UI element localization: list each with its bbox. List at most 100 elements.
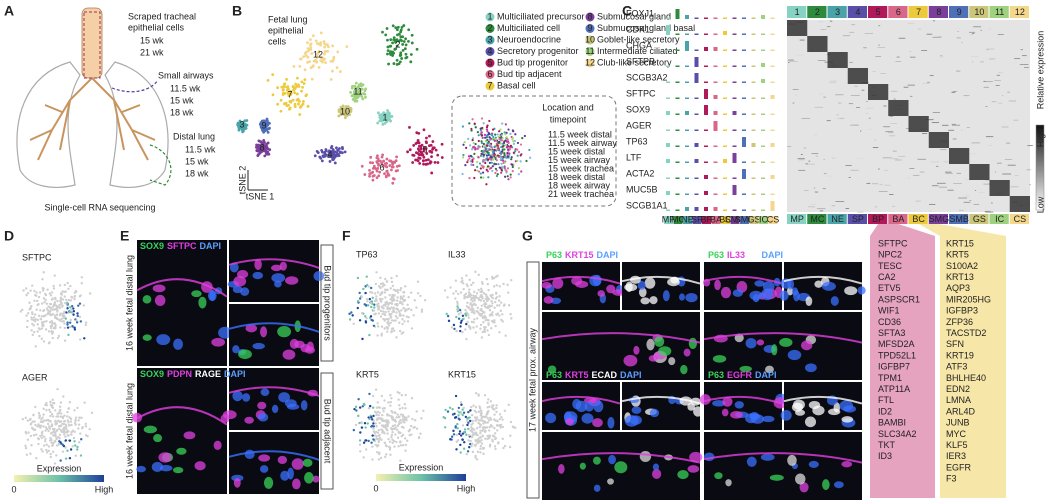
cell-dot [86,435,88,437]
cell-dot [58,437,60,439]
cell-dot [518,173,520,175]
cell-dot [67,326,69,328]
cell-dot [26,320,28,322]
cell-dot [372,319,374,321]
heatmap-noise [894,99,896,100]
cell-dot [397,26,400,29]
cell-dot [516,149,518,151]
cell-dot [390,397,392,399]
cluster-number: 4 [327,149,332,159]
cell-dot [368,407,370,409]
cell-dot [458,318,460,320]
cell-dot [509,148,511,150]
cell-dot [392,327,394,329]
cell-dot [45,320,47,322]
cell-dot [33,434,35,436]
heatmap-noise [952,124,956,125]
cell-dot [487,283,489,285]
cell-dot [481,117,483,119]
nucleus [632,406,642,413]
nucleus [614,461,627,473]
cell-dot [75,291,77,293]
cell-dot [38,315,40,317]
cell-dot [496,424,498,426]
cell-dot [393,440,395,442]
cell-dot [65,457,67,459]
cell-dot [60,401,62,403]
cell-dot [478,411,480,413]
stain: RAGE [195,369,221,379]
heatmap-noise [1005,159,1012,160]
cell-dot [410,53,413,56]
cell-dot [85,321,87,323]
cell-dot [480,410,482,412]
heatmap-noise [893,151,897,152]
cell-dot [376,407,378,409]
cell-dot [498,295,500,297]
heatmap-noise [1008,165,1016,166]
cell-dot [474,123,476,125]
cell-dot [37,437,39,439]
cell-dot [469,420,471,422]
cell-dot [487,289,489,291]
cell-dot [456,423,458,425]
cell-dot [399,419,401,421]
cell-dot [36,330,38,332]
heatmap-noise [891,91,897,92]
heatmap-noise [874,140,876,141]
cluster-number: 2 [815,7,820,17]
cell-dot [321,151,324,154]
cell-dot [42,289,44,291]
cell-dot [488,136,490,138]
cell-dot [375,283,377,285]
cell-dot [391,161,394,164]
cell-dot [335,146,338,149]
cell-dot [52,399,54,401]
heatmap-noise [972,33,974,34]
cell-dot [417,281,419,283]
heatmap-noise [815,107,823,108]
heatmap-noise [953,183,962,184]
nucleus [841,461,852,467]
legend-label: Neuroendocrine [497,34,561,44]
cell-dot [384,165,387,168]
cell-dot [376,438,378,440]
cell-dot [382,410,384,412]
cell-dot [350,108,353,111]
heatmap-noise [948,190,954,191]
cell-dot [350,311,352,313]
cell-dot [472,451,474,453]
gene-label: CHGA [626,40,652,50]
gene-label: SFTPC [626,88,656,98]
cell-dot [409,148,412,151]
cell-dot [378,429,380,431]
cell-dot [399,408,401,410]
gene-label: MUC5B [626,184,658,194]
cluster-abbrev: BP [872,214,884,224]
cell-dot [461,331,463,333]
legend-number: 11 [585,46,594,56]
cell-dot [500,426,502,428]
title: epithelial [268,25,304,35]
cell-dot [506,284,508,286]
cell-dot [425,163,428,166]
heatmap-noise [860,131,861,132]
gene-name: TPM1 [878,373,902,383]
cell-dot [422,156,425,159]
cell-dot [288,108,291,111]
heatmap-noise [823,188,826,189]
cell-dot [494,432,496,434]
cell-dot [39,318,41,320]
cell-dot [474,416,476,418]
cell-dot [428,144,431,147]
heatmap-noise [909,51,911,52]
cell-dot [39,291,41,293]
cell-dot [483,160,485,162]
cell-dot [75,417,77,419]
cell-dot [393,299,395,301]
cell-dot [56,300,58,302]
heatmap-noise [854,86,858,87]
cell-dot [462,315,464,317]
cell-dot [449,407,451,409]
cell-dot [81,276,83,278]
